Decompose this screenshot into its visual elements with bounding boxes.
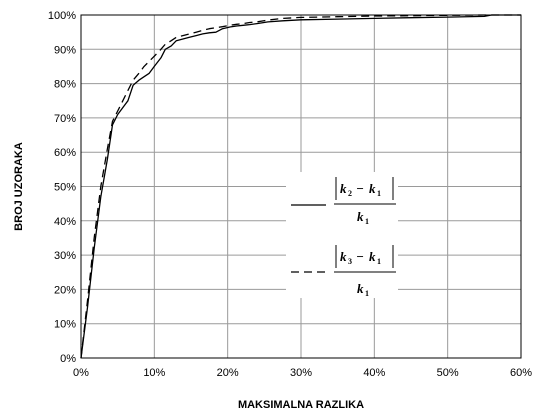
legend-2-num-right: k <box>369 249 376 264</box>
y-tick-label: 90% <box>54 44 76 56</box>
y-tick-label: 0% <box>60 353 76 365</box>
legend: k 2 − k 1 k 1 k 3 − k 1 k 1 <box>286 172 398 298</box>
legend-2-num-right-sub: 1 <box>377 257 381 266</box>
y-tick-label: 30% <box>54 250 76 262</box>
legend-2-den: k <box>357 281 364 296</box>
x-tick-labels: 0% 10% 20% 30% 40% 50% 60% <box>73 367 532 379</box>
legend-2-num-left: k <box>340 249 347 264</box>
legend-1-num-left: k <box>340 181 347 196</box>
x-tick-label: 50% <box>437 367 459 379</box>
x-tick-label: 40% <box>363 367 385 379</box>
legend-1-minus: − <box>356 181 364 196</box>
series-line-solid <box>80 14 521 359</box>
legend-1-num-right-sub: 1 <box>377 189 381 198</box>
legend-1-num-right: k <box>369 181 376 196</box>
legend-1-num-left-sub: 2 <box>348 189 352 198</box>
y-tick-label: 60% <box>54 147 76 159</box>
y-tick-label: 50% <box>54 182 76 194</box>
x-tick-label: 60% <box>510 367 532 379</box>
series-layer <box>80 14 521 359</box>
y-tick-label: 70% <box>54 113 76 125</box>
legend-1-den: k <box>357 209 364 224</box>
legend-2-den-sub: 1 <box>365 289 369 298</box>
plot-frame <box>80 14 522 359</box>
y-tick-label: 80% <box>54 79 76 91</box>
legend-2-minus: − <box>356 249 364 264</box>
y-axis-title: BROJ UZORAKA <box>13 142 25 231</box>
legend-formula-1: k 2 − k 1 k 1 <box>334 177 396 226</box>
y-tick-label: 10% <box>54 319 76 331</box>
y-tick-labels: 0% 10% 20% 30% 40% 50% 60% 70% 80% 90% 100% <box>48 10 76 365</box>
x-tick-label: 20% <box>217 367 239 379</box>
y-tick-label: 40% <box>54 216 76 228</box>
legend-formula-2: k 3 − k 1 k 1 <box>334 245 396 298</box>
legend-2-num-left-sub: 3 <box>348 257 352 266</box>
legend-1-den-sub: 1 <box>365 217 369 226</box>
legend-background <box>286 172 398 298</box>
x-tick-label: 0% <box>73 367 89 379</box>
x-axis-title: MAKSIMALNA RAZLIKA <box>238 399 364 411</box>
y-tick-label: 20% <box>54 284 76 296</box>
x-tick-label: 10% <box>143 367 165 379</box>
x-tick-label: 30% <box>290 367 312 379</box>
y-tick-label: 100% <box>48 10 76 22</box>
